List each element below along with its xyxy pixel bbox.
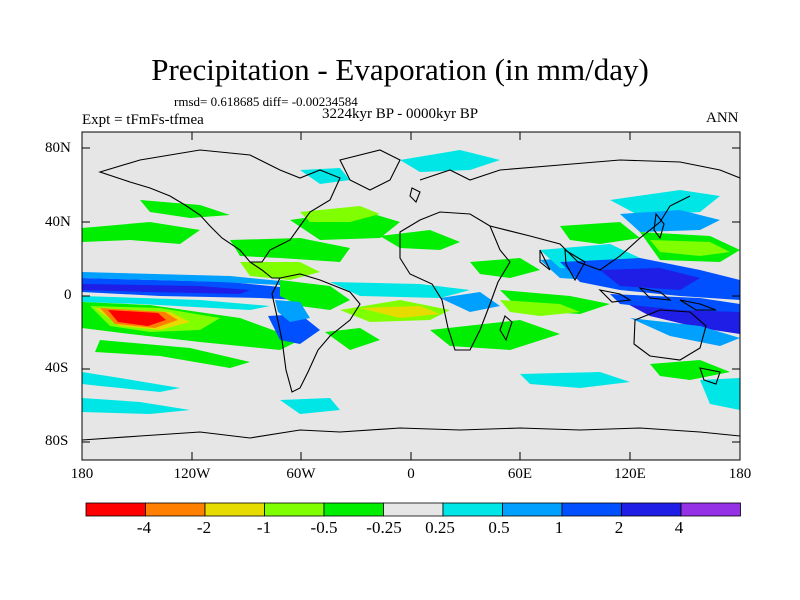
colorbar-label: 2 xyxy=(614,518,624,537)
lat-tick-80n: 80N xyxy=(45,140,71,156)
colorbar-label: -1 xyxy=(256,518,272,537)
colorbar-swatch xyxy=(145,502,206,517)
colorbar-swatch xyxy=(85,502,146,517)
experiment-label: Expt = tFmFs-tfmea xyxy=(82,112,204,128)
period-label: 3224kyr BP - 0000kyr BP xyxy=(322,106,479,122)
colorbar-label: -0.5 xyxy=(310,518,338,537)
colorbar-swatch xyxy=(323,502,384,517)
colorbar xyxy=(85,502,741,517)
colorbar-swatch xyxy=(442,502,503,517)
lon-tick-120e: 120E xyxy=(614,466,646,482)
lon-tick-180w: 180 xyxy=(70,466,94,482)
lat-tick-80s: 80S xyxy=(45,433,69,449)
colorbar-swatch xyxy=(204,502,265,517)
colorbar-label: -0.25 xyxy=(366,518,402,537)
colorbar-label: 0.5 xyxy=(488,518,510,537)
colorbar-label: -2 xyxy=(196,518,212,537)
coastlines xyxy=(82,149,740,441)
lon-tick-0: 0 xyxy=(407,466,415,482)
colorbar-label: -4 xyxy=(136,518,152,537)
lon-tick-60e: 60E xyxy=(507,466,533,482)
lat-tick-0: 0 xyxy=(64,287,72,303)
colorbar-swatch xyxy=(264,502,325,517)
lat-tick-40n: 40N xyxy=(45,214,71,230)
colorbar-swatch xyxy=(561,502,622,517)
field-contours xyxy=(82,150,740,414)
season-label: ANN xyxy=(706,110,739,126)
colorbar-label: 0.25 xyxy=(425,518,455,537)
axis-ticks xyxy=(82,132,740,460)
rmsd-diff-stats: rmsd= 0.618685 diff= -0.00234584 xyxy=(174,94,358,109)
colorbar-swatch xyxy=(383,502,444,517)
lat-tick-40s: 40S xyxy=(45,360,69,376)
lon-tick-60w: 60W xyxy=(286,466,316,482)
colorbar-label: 1 xyxy=(554,518,564,537)
colorbar-label: 4 xyxy=(674,518,684,537)
lon-tick-180e: 180 xyxy=(728,466,752,482)
colorbar-swatch xyxy=(680,502,741,517)
colorbar-swatch xyxy=(502,502,563,517)
map-title: Precipitation - Evaporation (in mm/day) xyxy=(151,52,649,87)
lon-tick-120w: 120W xyxy=(173,466,211,482)
colorbar-swatch xyxy=(621,502,682,517)
